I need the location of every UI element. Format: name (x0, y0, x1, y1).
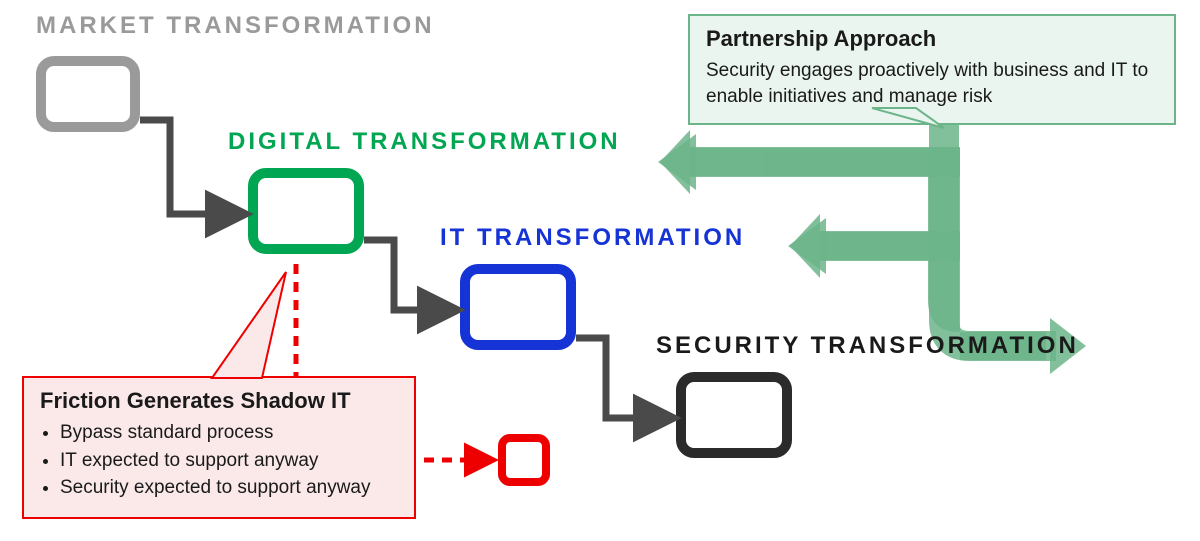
diagram-canvas: MARKET TRANSFORMATION DIGITAL TRANSFORMA… (0, 0, 1200, 541)
callout-friction-bullet: Security expected to support anyway (60, 475, 398, 501)
callout-partnership: Partnership Approach Security engages pr… (688, 14, 1176, 125)
callout-friction-bullets: Bypass standard process IT expected to s… (40, 420, 398, 501)
callout-friction-bullet: IT expected to support anyway (60, 448, 398, 474)
callout-friction-bullet: Bypass standard process (60, 420, 398, 446)
callout-friction-title: Friction Generates Shadow IT (40, 388, 398, 414)
node-security (676, 372, 792, 458)
label-security: SECURITY TRANSFORMATION (656, 332, 1079, 360)
node-it (460, 264, 576, 350)
callout-partnership-body: Security engages proactively with busine… (706, 58, 1158, 109)
label-digital: DIGITAL TRANSFORMATION (228, 128, 621, 156)
node-digital (248, 168, 364, 254)
node-market (36, 56, 140, 132)
label-it: IT TRANSFORMATION (440, 224, 745, 252)
label-market: MARKET TRANSFORMATION (36, 12, 435, 40)
callout-partnership-title: Partnership Approach (706, 26, 1158, 52)
node-shadow-it (498, 434, 550, 486)
callout-friction: Friction Generates Shadow IT Bypass stan… (22, 376, 416, 519)
